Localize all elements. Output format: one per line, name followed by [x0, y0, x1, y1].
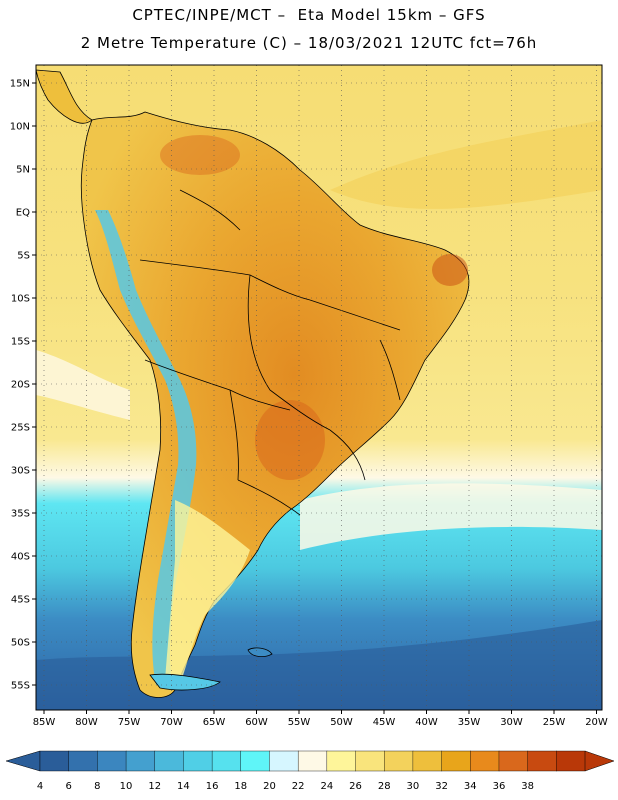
lon-label: 70W	[160, 717, 183, 728]
legend-tick-label: 8	[94, 781, 100, 792]
lat-label: 45S	[11, 595, 30, 606]
legend-swatch	[384, 750, 414, 772]
legend-tick-label: 22	[292, 781, 305, 792]
lat-label: 20S	[11, 380, 30, 391]
legend-swatch	[68, 750, 98, 772]
latitude-labels: 15N 10N 5N EQ 5S 10S 15S 20S 25S 30S 35S 40S 45S 50S 5…	[10, 79, 36, 692]
patagonia-cool	[165, 500, 250, 685]
legend-swatch	[355, 750, 385, 772]
legend-swatch	[297, 750, 328, 772]
lon-label: 35W	[458, 717, 481, 728]
color-legend: 4 6 8 10 12 14 16 18 20 22 24 26 28 30 32 34 36 38	[5, 750, 615, 792]
legend-tick-label: 34	[464, 781, 477, 792]
lat-label: 10S	[11, 294, 30, 305]
lat-label: 30S	[11, 466, 30, 477]
legend-swatch	[326, 750, 357, 772]
legend-high-arrow	[584, 750, 615, 772]
legend-tick-label: 6	[65, 781, 71, 792]
longitude-labels: 85W 80W 75W 70W 65W 60W 55W 50W 45W 40W 35W 30W 25W 2…	[33, 710, 608, 728]
legend-swatch	[183, 750, 213, 772]
lon-label: 80W	[75, 717, 98, 728]
pale-pacific-band	[36, 350, 130, 420]
hot-spot-north	[160, 135, 240, 175]
legend-swatch	[470, 750, 500, 772]
lat-label: 55S	[11, 681, 30, 692]
central-america-land	[36, 69, 93, 124]
legend-tick-label: 4	[37, 781, 43, 792]
lat-label: 50S	[11, 638, 30, 649]
legend-tick-label: 14	[177, 781, 190, 792]
falkland-islands	[247, 647, 273, 658]
temperature-map: 15N 10N 5N EQ 5S 10S 15S 20S 25S 30S 35S 40S 45S 50S 5…	[10, 64, 608, 728]
lon-label: 45W	[373, 717, 396, 728]
country-borders	[139, 189, 401, 516]
lon-label: 85W	[33, 717, 56, 728]
legend-swatch	[556, 750, 586, 772]
legend-swatch	[441, 750, 471, 772]
lat-label: 35S	[11, 509, 30, 520]
lat-label: 5S	[17, 251, 30, 262]
legend-tick-label: 16	[206, 781, 219, 792]
legend-tick-label: 38	[521, 781, 534, 792]
lon-label: 50W	[330, 717, 353, 728]
map-title-line2: 2 Metre Temperature (C) – 18/03/2021 12U…	[80, 34, 538, 52]
lat-label: 15N	[10, 79, 30, 90]
legend-tick-label: 12	[148, 781, 161, 792]
plot-frame	[35, 64, 603, 711]
legend-tick-label: 26	[349, 781, 362, 792]
legend-low-arrow	[5, 750, 41, 772]
legend-swatch	[39, 750, 70, 772]
legend-swatch	[269, 750, 299, 772]
lon-label: 55W	[288, 717, 311, 728]
lon-label: 75W	[118, 717, 141, 728]
warm-ocean-band	[330, 120, 602, 209]
hot-spot-northeast	[432, 254, 468, 286]
andes-cold-strip	[95, 210, 197, 685]
lat-label: 5N	[16, 165, 30, 176]
hot-spot-central	[255, 400, 325, 480]
lon-label: 40W	[415, 717, 438, 728]
map-title-line1: CPTEC/INPE/MCT – Eta Model 15km – GFS	[132, 6, 486, 24]
legend-swatch	[412, 750, 443, 772]
legend-tick-label: 24	[320, 781, 333, 792]
lon-label: 25W	[543, 717, 566, 728]
lat-label: 10N	[10, 122, 30, 133]
lon-label: 30W	[500, 717, 523, 728]
lat-label: EQ	[16, 208, 30, 219]
legend-swatch	[498, 750, 529, 772]
lat-label: 40S	[11, 552, 30, 563]
legend-swatch	[125, 750, 156, 772]
legend-bar	[5, 750, 615, 772]
legend-tick-label: 10	[120, 781, 133, 792]
cool-atlantic-band	[300, 483, 602, 550]
lon-label: 20W	[585, 717, 608, 728]
tierra-del-fuego	[149, 673, 221, 691]
lat-label: 25S	[11, 423, 30, 434]
lon-label: 60W	[245, 717, 268, 728]
legend-tick-label: 18	[234, 781, 247, 792]
legend-tick-label: 30	[407, 781, 420, 792]
legend-swatch	[154, 750, 184, 772]
legend-swatch	[527, 750, 557, 772]
legend-ticks: 4 6 8 10 12 14 16 18 20 22 24 26 28 30 32 34 36 38	[37, 781, 534, 792]
legend-tick-label: 32	[435, 781, 448, 792]
lon-label: 65W	[203, 717, 226, 728]
legend-tick-label: 36	[493, 781, 506, 792]
lat-label: 15S	[11, 337, 30, 348]
legend-tick-label: 28	[378, 781, 391, 792]
legend-tick-label: 20	[263, 781, 276, 792]
legend-swatch	[97, 750, 127, 772]
legend-swatch	[240, 750, 270, 772]
legend-swatch	[211, 750, 242, 772]
